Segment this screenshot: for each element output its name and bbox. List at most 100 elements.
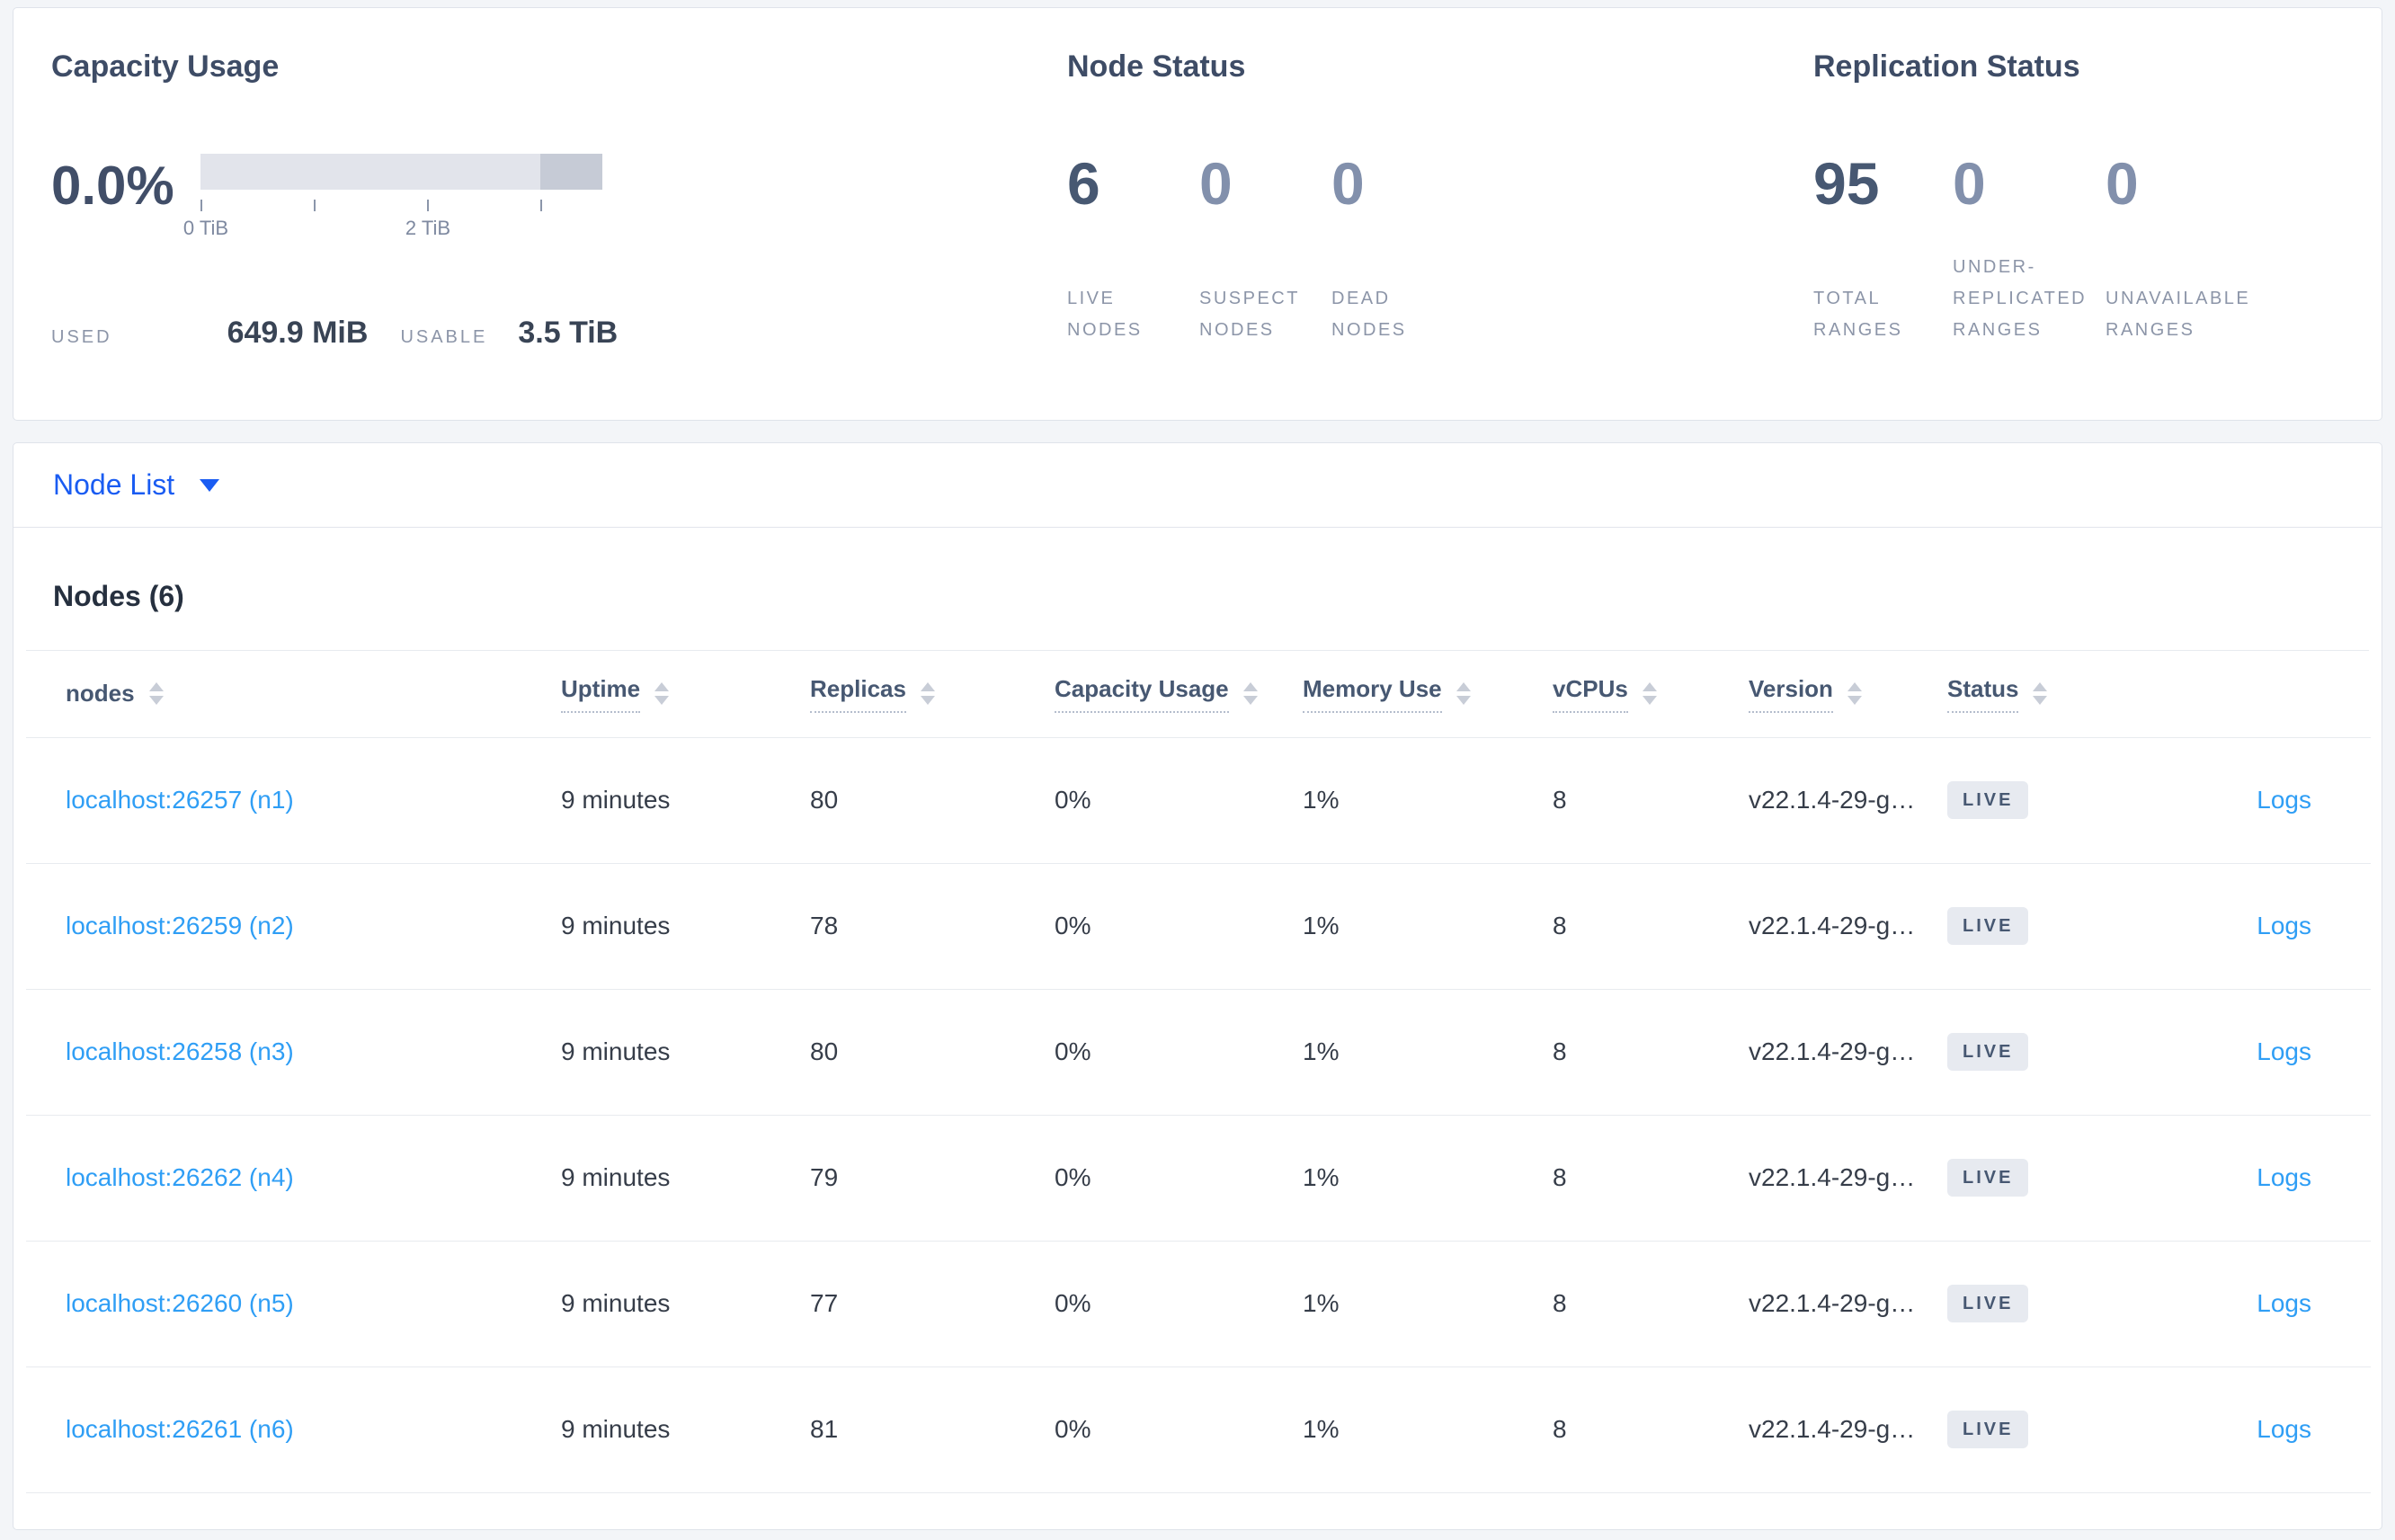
version-cell: v22.1.4-29-g… (1749, 1415, 1916, 1443)
node-address-link[interactable]: localhost:26258 (n3) (66, 1037, 294, 1065)
logs-link[interactable]: Logs (2257, 912, 2311, 939)
node-address-link[interactable]: localhost:26257 (n1) (66, 786, 294, 814)
capacity-bar-nonusable-segment (540, 154, 602, 190)
title-divider (26, 650, 2369, 651)
column-label: Capacity Usage (1055, 675, 1229, 713)
status-cell: LIVE (1947, 1366, 2177, 1492)
uptime-cell: 9 minutes (561, 786, 671, 814)
nodes-table-body: localhost:26257 (n1) 9 minutes 80 0% 1% … (26, 737, 2371, 1492)
status-badge: LIVE (1947, 1411, 2029, 1448)
axis-tick-label: 0 TiB (183, 217, 229, 239)
sort-icon (1642, 682, 1657, 706)
status-badge: LIVE (1947, 907, 2029, 945)
node-address-cell: localhost:26261 (n6) (26, 1366, 561, 1492)
node-address-link[interactable]: localhost:26262 (n4) (66, 1163, 294, 1191)
column-label: nodes (66, 680, 135, 708)
vcpus-cell: 8 (1553, 1415, 1567, 1443)
node-address-link[interactable]: localhost:26260 (n5) (66, 1289, 294, 1317)
capacity-usage-cell: 0% (1055, 1037, 1091, 1065)
under-replicated-ranges-value: 0 (1953, 150, 1986, 217)
logs-cell: Logs (2177, 989, 2371, 1115)
vcpus-cell: 8 (1553, 1289, 1567, 1317)
status-cell: LIVE (1947, 737, 2177, 863)
memory-use-cell: 1% (1303, 1163, 1340, 1191)
capacity-usage-cell: 0% (1055, 1289, 1091, 1317)
uptime-cell: 9 minutes (561, 912, 671, 939)
unavailable-ranges-stat: 0 UNAVAILABLE RANGES (2106, 154, 2312, 346)
memory-use-cell: 1% (1303, 912, 1340, 939)
replicas-cell: 80 (810, 786, 839, 814)
capacity-usage-title: Capacity Usage (51, 49, 280, 84)
capacity-usage-section: Capacity Usage 0.0% 0 TiB 2 TiB USED 6 (51, 51, 1067, 420)
uptime-cell: 9 minutes (561, 1037, 671, 1065)
suspect-nodes-stat: 0 SUSPECT NODES (1199, 154, 1331, 346)
node-address-link[interactable]: localhost:26259 (n2) (66, 912, 294, 939)
axis-tick (200, 200, 202, 211)
column-header-uptime[interactable]: Uptime (561, 651, 810, 737)
capacity-bar: 0 TiB 2 TiB (183, 154, 602, 239)
usable-value: 3.5 TiB (518, 316, 619, 350)
logs-link[interactable]: Logs (2257, 1289, 2311, 1317)
capacity-usage-chart: 0.0% 0 TiB 2 TiB (51, 154, 1067, 239)
sort-icon (920, 682, 935, 706)
uptime-cell: 9 minutes (561, 1289, 671, 1317)
version-cell: v22.1.4-29-g… (1749, 786, 1916, 814)
replication-status-title: Replication Status (1813, 49, 2080, 84)
logs-link[interactable]: Logs (2257, 1037, 2311, 1065)
status-badge: LIVE (1947, 781, 2029, 819)
dead-nodes-value: 0 (1331, 150, 1365, 217)
sort-icon (1456, 682, 1471, 706)
column-label: vCPUs (1553, 675, 1628, 713)
sort-icon (654, 682, 670, 706)
nodes-table-section: Nodes (6) nodes (13, 582, 2382, 1529)
column-header-status[interactable]: Status (1947, 651, 2177, 737)
sort-icon (1242, 682, 1258, 706)
column-header-vcpus[interactable]: vCPUs (1553, 651, 1749, 737)
suspect-nodes-value: 0 (1199, 150, 1233, 217)
capacity-bar-track (200, 154, 602, 190)
sort-icon (148, 682, 164, 706)
total-ranges-stat: 95 TOTAL RANGES (1813, 154, 1953, 346)
column-header-capacity-usage[interactable]: Capacity Usage (1055, 651, 1303, 737)
capacity-usage-cell: 0% (1055, 786, 1091, 814)
column-header-version[interactable]: Version (1749, 651, 1947, 737)
replicas-cell: 78 (810, 912, 839, 939)
memory-use-cell: 1% (1303, 1037, 1340, 1065)
caret-down-icon (200, 478, 220, 492)
node-address-link[interactable]: localhost:26261 (n6) (66, 1415, 294, 1443)
node-address-cell: localhost:26258 (n3) (26, 989, 561, 1115)
node-address-cell: localhost:26262 (n4) (26, 1115, 561, 1241)
capacity-percent-value: 0.0% (51, 156, 174, 216)
capacity-usage-cell: 0% (1055, 1163, 1091, 1191)
logs-link[interactable]: Logs (2257, 1415, 2311, 1443)
memory-use-cell: 1% (1303, 786, 1340, 814)
total-ranges-value: 95 (1813, 150, 1880, 217)
node-table-row: localhost:26260 (n5) 9 minutes 77 0% 1% … (26, 1241, 2371, 1366)
axis-tick (427, 200, 429, 211)
unavailable-ranges-value: 0 (2106, 150, 2139, 217)
column-header-memory-use[interactable]: Memory Use (1303, 651, 1553, 737)
column-label: Memory Use (1303, 675, 1442, 713)
logs-cell: Logs (2177, 1366, 2371, 1492)
nodes-table-title: Nodes (6) (53, 580, 184, 612)
node-table-row: localhost:26258 (n3) 9 minutes 80 0% 1% … (26, 989, 2371, 1115)
node-table-row: localhost:26257 (n1) 9 minutes 80 0% 1% … (26, 737, 2371, 863)
status-badge: LIVE (1947, 1033, 2029, 1071)
capacity-used-usable-row: USED 649.9 MiB USABLE 3.5 TiB (51, 316, 1067, 351)
column-header-nodes[interactable]: nodes (26, 651, 561, 737)
node-status-title: Node Status (1067, 49, 1246, 84)
logs-link[interactable]: Logs (2257, 786, 2311, 814)
live-nodes-stat: 6 LIVE NODES (1067, 154, 1199, 346)
column-header-replicas[interactable]: Replicas (810, 651, 1055, 737)
node-list-dropdown[interactable]: Node List (53, 468, 220, 502)
column-label: Version (1749, 675, 1833, 713)
logs-link[interactable]: Logs (2257, 1163, 2311, 1191)
under-replicated-ranges-stat: 0 UNDER-REPLICATED RANGES (1953, 154, 2106, 346)
status-badge: LIVE (1947, 1159, 2029, 1197)
nodes-table: nodes Uptime Replicas (26, 651, 2371, 1493)
dead-nodes-stat: 0 DEAD NODES (1331, 154, 1464, 346)
replicas-cell: 79 (810, 1163, 839, 1191)
status-cell: LIVE (1947, 1115, 2177, 1241)
node-table-row: localhost:26261 (n6) 9 minutes 81 0% 1% … (26, 1366, 2371, 1492)
